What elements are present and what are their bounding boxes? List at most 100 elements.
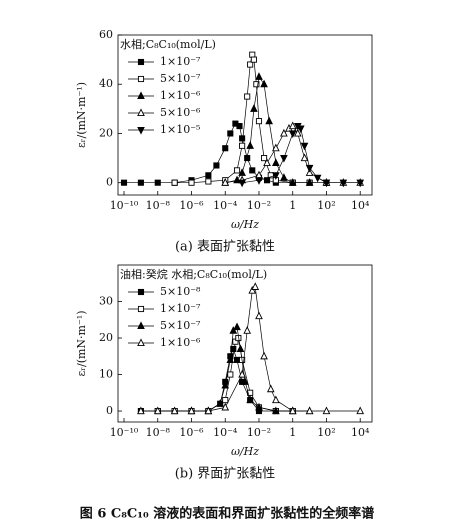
- marker: [339, 179, 348, 188]
- marker: [267, 172, 274, 179]
- marker: [188, 179, 195, 186]
- marker: [233, 322, 241, 331]
- marker: [226, 355, 235, 363]
- x-tick-label: 10⁻⁶: [179, 426, 204, 439]
- legend-label: 1×10⁻⁵: [160, 123, 200, 136]
- marker: [288, 121, 297, 130]
- x-tick-label: 10⁻⁴: [213, 426, 238, 439]
- marker: [293, 128, 302, 137]
- legend-marker: [137, 75, 145, 83]
- marker: [255, 402, 263, 411]
- x-tick-label: 10⁻²: [247, 426, 271, 439]
- marker: [227, 130, 234, 137]
- marker: [263, 158, 271, 167]
- marker: [170, 406, 179, 415]
- x-tick-label: 10²: [317, 426, 335, 439]
- marker: [243, 326, 252, 334]
- marker: [238, 179, 246, 188]
- marker: [204, 406, 213, 415]
- marker: [187, 406, 196, 415]
- legend-marker: [137, 91, 145, 100]
- legend-label: 1×10⁻⁶: [160, 89, 201, 102]
- marker: [171, 179, 178, 186]
- marker: [221, 178, 230, 186]
- marker: [229, 326, 238, 334]
- y-tick-label: 10: [99, 368, 113, 381]
- legend-marker: [137, 321, 145, 330]
- marker: [300, 153, 309, 162]
- plot-frame: [117, 34, 373, 196]
- marker: [288, 130, 297, 139]
- marker: [246, 395, 254, 404]
- y-axis-label: εᵣ/(mN·m⁻¹): [75, 82, 88, 148]
- marker: [260, 79, 268, 88]
- legend-marker: [137, 338, 145, 347]
- legend-label: 1×10⁻⁷: [160, 55, 201, 68]
- marker: [261, 155, 268, 162]
- marker: [233, 167, 241, 174]
- marker: [322, 179, 331, 188]
- legend-label: 5×10⁻⁸: [160, 285, 201, 298]
- marker: [272, 172, 280, 180]
- x-axis-label: ω/Hz: [231, 445, 259, 458]
- marker: [120, 179, 128, 186]
- x-tick-label: 10⁻⁸: [146, 426, 171, 439]
- marker: [288, 406, 297, 415]
- marker: [230, 345, 237, 353]
- marker: [249, 51, 256, 58]
- marker: [137, 179, 144, 186]
- marker: [322, 406, 331, 415]
- marker: [305, 406, 314, 415]
- marker: [253, 81, 260, 88]
- legend-title: 油相:癸烷 水相;C₈C₁₀(mol/L): [120, 267, 267, 281]
- marker: [153, 406, 162, 415]
- x-tick-label: 10⁴: [351, 426, 370, 439]
- marker: [236, 344, 245, 353]
- x-tick-label: 10⁻⁸: [146, 199, 171, 212]
- marker: [248, 285, 257, 294]
- y-tick-label: 20: [99, 331, 113, 344]
- marker: [305, 164, 314, 173]
- marker: [244, 93, 251, 100]
- marker: [154, 179, 161, 186]
- legend-marker: [137, 58, 145, 66]
- marker: [221, 402, 230, 411]
- plot-frame: [117, 264, 373, 423]
- marker: [238, 369, 246, 378]
- marker: [250, 56, 257, 63]
- marker: [255, 118, 263, 125]
- x-tick-label: 10⁴: [351, 199, 370, 212]
- marker: [241, 377, 249, 385]
- legend-label: 1×10⁻⁶: [160, 336, 201, 349]
- series-line: [191, 326, 310, 412]
- legend-title: 水相;C₈C₁₀(mol/L): [120, 38, 216, 51]
- marker: [280, 155, 288, 163]
- marker: [205, 178, 212, 185]
- marker: [250, 104, 258, 112]
- marker: [222, 145, 229, 152]
- marker: [288, 178, 297, 186]
- marker: [233, 356, 241, 363]
- x-tick-label: 10⁻¹⁰: [110, 426, 139, 439]
- marker: [221, 380, 230, 389]
- marker: [356, 179, 365, 188]
- x-axis-label: ω/Hz: [231, 218, 259, 231]
- marker: [305, 178, 314, 186]
- marker: [296, 125, 305, 134]
- marker: [213, 162, 220, 169]
- marker: [265, 116, 273, 125]
- marker: [247, 389, 254, 396]
- legend-marker: [137, 126, 145, 135]
- marker: [255, 177, 263, 185]
- marker: [251, 282, 260, 290]
- marker: [280, 128, 288, 137]
- marker: [249, 167, 256, 174]
- marker: [280, 173, 288, 181]
- marker: [260, 351, 268, 360]
- x-tick-label: 10²: [317, 199, 335, 212]
- legend-marker: [137, 108, 145, 117]
- y-tick-label: 30: [99, 295, 113, 308]
- y-tick-label: 0: [106, 404, 113, 417]
